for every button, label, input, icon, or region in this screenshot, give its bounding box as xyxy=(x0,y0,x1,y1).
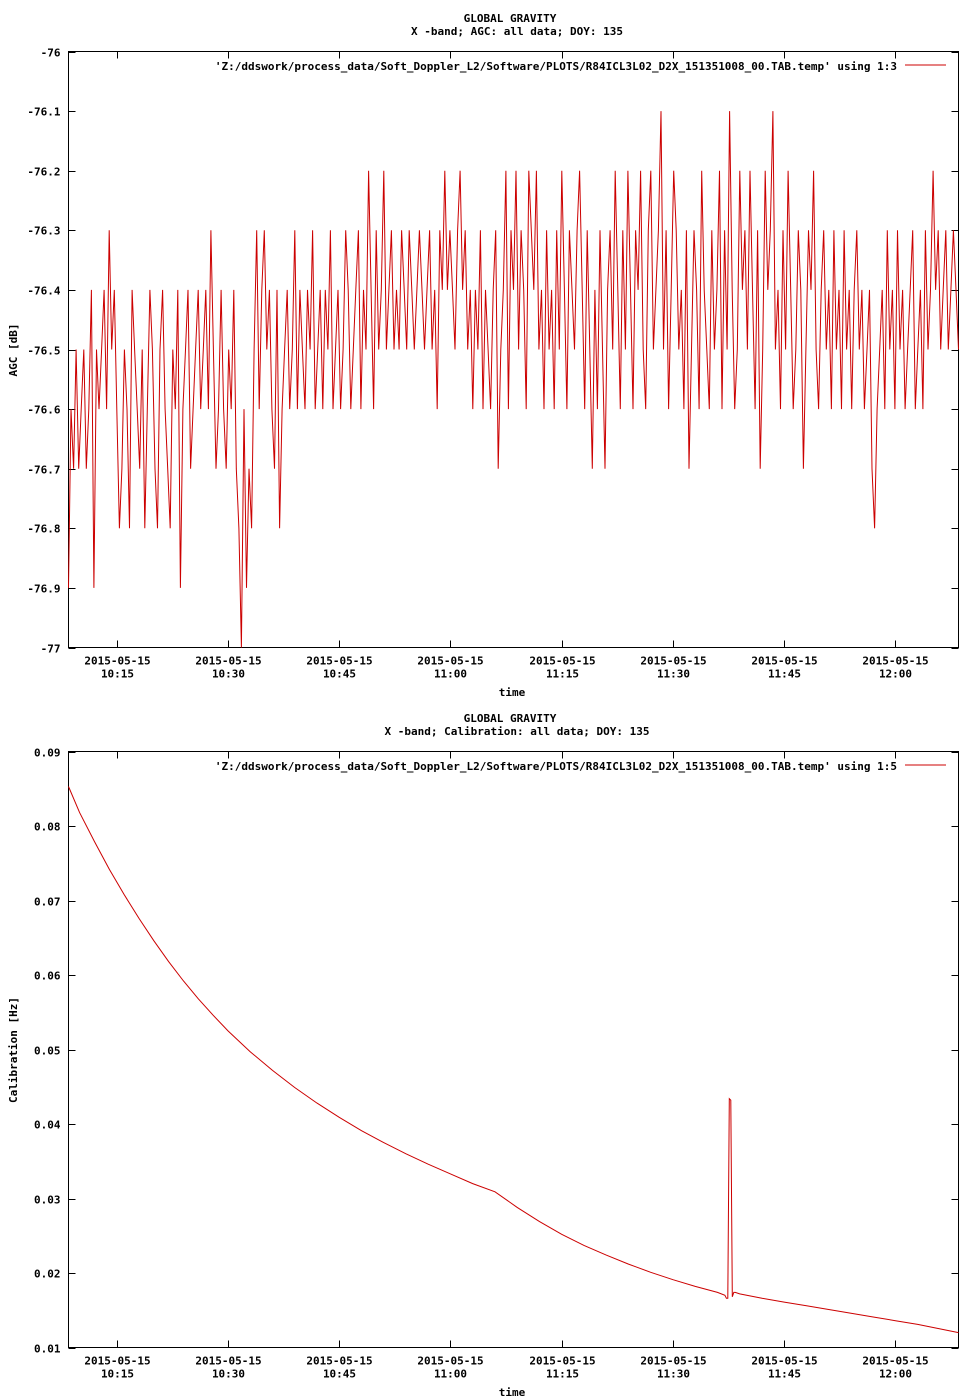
y-tick-label: -76.9 xyxy=(27,583,60,596)
x-tick-time-label: 12:00 xyxy=(879,668,912,681)
y-axis-label: AGC [dB] xyxy=(7,324,20,377)
y-tick-label: -76 xyxy=(41,47,61,60)
x-tick-date-label: 2015-05-15 xyxy=(417,655,483,668)
x-tick-time-label: 11:30 xyxy=(657,1368,690,1381)
y-tick-label: 0.09 xyxy=(34,747,61,760)
x-tick-time-label: 11:45 xyxy=(768,668,801,681)
y-tick-label: 0.02 xyxy=(34,1268,61,1281)
chart-title: GLOBAL GRAVITY xyxy=(464,12,557,25)
x-tick-date-label: 2015-05-15 xyxy=(195,655,261,668)
y-tick-label: -76.5 xyxy=(27,345,60,358)
x-tick-time-label: 11:00 xyxy=(434,668,467,681)
y-axis-ticks: 0.09 0.08 0.07 0.06 0.05 0.04 0.03 0.02 0.01 xyxy=(34,747,959,1356)
x-tick-date-label: 2015-05-15 xyxy=(84,1355,150,1368)
chart-subtitle: X -band; Calibration: all data; DOY: 135 xyxy=(385,725,650,738)
y-tick-label: 0.05 xyxy=(34,1045,61,1058)
x-axis-ticks: 2015-05-1510:152015-05-1510:302015-05-15… xyxy=(84,51,929,681)
x-tick-time-label: 10:45 xyxy=(323,668,356,681)
y-tick-label: 0.07 xyxy=(34,896,61,909)
calibration-chart: GLOBAL GRAVITY X -band; Calibration: all… xyxy=(7,712,959,1399)
legend-label: 'Z:/ddswork/process_data/Soft_Doppler_L2… xyxy=(215,60,897,73)
x-tick-time-label: 11:45 xyxy=(768,1368,801,1381)
plot-frame xyxy=(68,51,959,648)
x-tick-time-label: 12:00 xyxy=(879,1368,912,1381)
y-tick-label: -76.1 xyxy=(27,106,60,119)
x-tick-time-label: 10:15 xyxy=(101,668,134,681)
y-tick-label: 0.01 xyxy=(34,1343,61,1356)
y-tick-label: 0.04 xyxy=(34,1119,61,1132)
x-tick-date-label: 2015-05-15 xyxy=(306,1355,372,1368)
x-tick-time-label: 10:30 xyxy=(212,668,245,681)
x-tick-date-label: 2015-05-15 xyxy=(529,1355,595,1368)
x-tick-date-label: 2015-05-15 xyxy=(862,1355,928,1368)
y-tick-label: -76.4 xyxy=(27,285,60,298)
agc-series-line xyxy=(68,111,959,648)
x-tick-time-label: 10:15 xyxy=(101,1368,134,1381)
x-tick-time-label: 11:15 xyxy=(546,668,579,681)
y-tick-label: -77 xyxy=(41,643,61,656)
x-tick-time-label: 10:30 xyxy=(212,1368,245,1381)
chart-title: GLOBAL GRAVITY xyxy=(464,712,557,725)
x-tick-date-label: 2015-05-15 xyxy=(640,655,706,668)
x-tick-date-label: 2015-05-15 xyxy=(862,655,928,668)
x-tick-date-label: 2015-05-15 xyxy=(417,1355,483,1368)
y-tick-label: -76.8 xyxy=(27,523,60,536)
x-tick-date-label: 2015-05-15 xyxy=(751,655,817,668)
chart-subtitle: X -band; AGC: all data; DOY: 135 xyxy=(411,25,623,38)
x-tick-date-label: 2015-05-15 xyxy=(84,655,150,668)
y-tick-label: 0.03 xyxy=(34,1194,61,1207)
x-tick-date-label: 2015-05-15 xyxy=(640,1355,706,1368)
plot-frame xyxy=(68,751,959,1348)
x-tick-date-label: 2015-05-15 xyxy=(306,655,372,668)
x-tick-time-label: 10:45 xyxy=(323,1368,356,1381)
y-tick-label: -76.7 xyxy=(27,464,60,477)
x-tick-time-label: 11:30 xyxy=(657,668,690,681)
y-tick-label: 0.08 xyxy=(34,821,61,834)
legend-label: 'Z:/ddswork/process_data/Soft_Doppler_L2… xyxy=(215,760,897,773)
x-tick-time-label: 11:15 xyxy=(546,1368,579,1381)
y-tick-label: -76.6 xyxy=(27,404,60,417)
x-axis-label: time xyxy=(499,1386,526,1399)
x-tick-date-label: 2015-05-15 xyxy=(529,655,595,668)
y-axis-label: Calibration [Hz] xyxy=(7,997,20,1103)
x-tick-date-label: 2015-05-15 xyxy=(751,1355,817,1368)
y-tick-label: -76.2 xyxy=(27,166,60,179)
x-axis-ticks: 2015-05-1510:152015-05-1510:302015-05-15… xyxy=(84,751,929,1381)
x-axis-label: time xyxy=(499,686,526,699)
x-tick-date-label: 2015-05-15 xyxy=(195,1355,261,1368)
agc-chart: GLOBAL GRAVITY X -band; AGC: all data; D… xyxy=(7,12,959,699)
x-tick-time-label: 11:00 xyxy=(434,1368,467,1381)
calibration-series-line xyxy=(68,786,959,1334)
y-axis-ticks: -76 -76.1 -76.2 -76.3 -76.4 -76.5 -76.6 -76.7 -7… xyxy=(27,47,959,656)
y-tick-label: 0.06 xyxy=(34,970,61,983)
y-tick-label: -76.3 xyxy=(27,225,60,238)
